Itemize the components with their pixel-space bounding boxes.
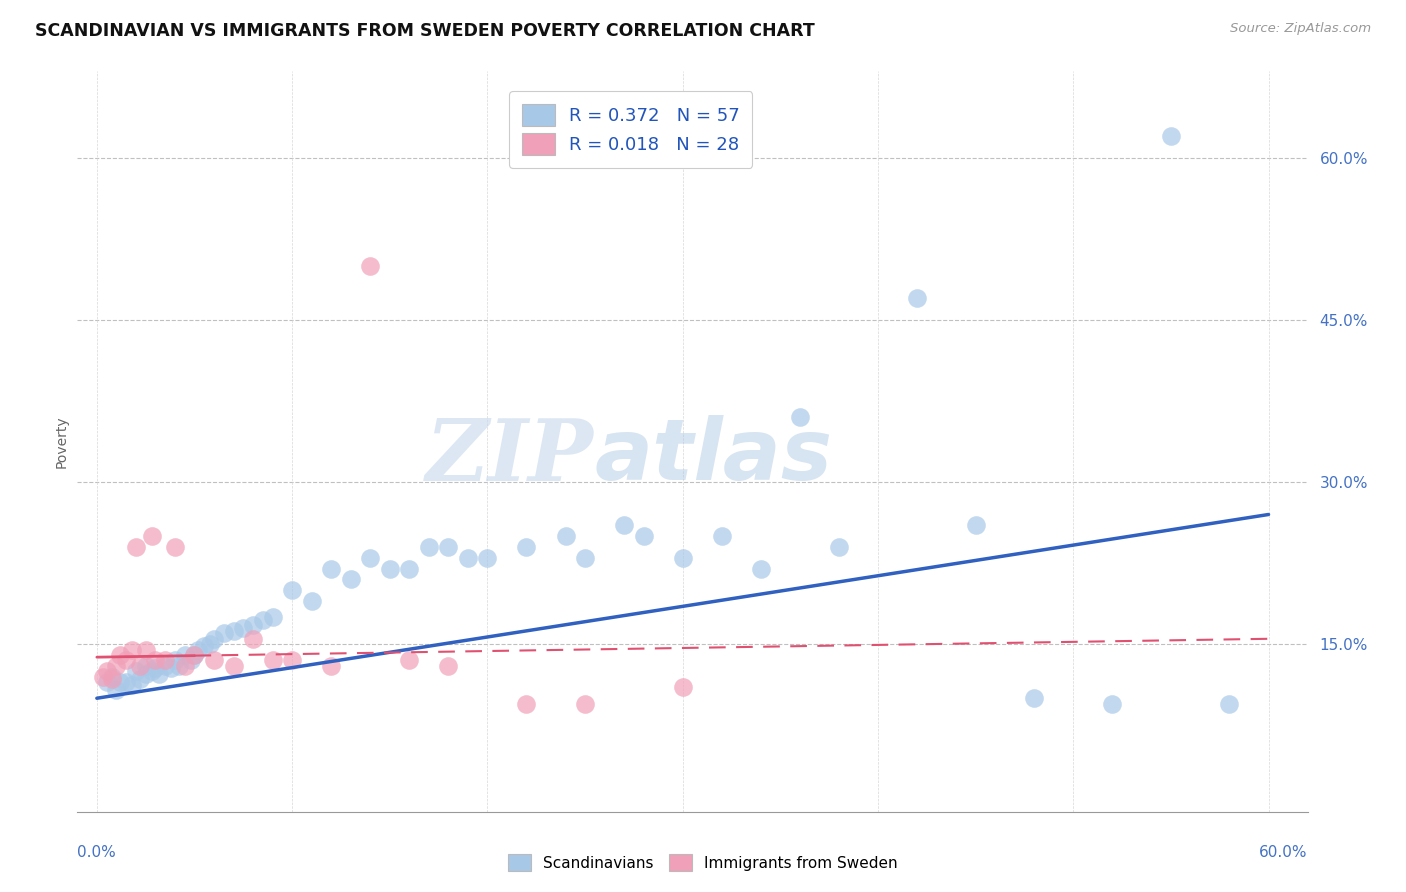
Point: [222, 658, 245, 673]
Point: [222, 624, 245, 639]
Text: Source: ZipAtlas.com: Source: ZipAtlas.com: [1230, 22, 1371, 36]
Point: [515, 697, 537, 711]
Point: [515, 540, 537, 554]
Point: [135, 667, 157, 681]
Point: [125, 664, 148, 678]
Point: [187, 642, 209, 657]
Point: [155, 658, 177, 673]
Point: [672, 681, 695, 695]
Point: [173, 648, 195, 662]
Point: [477, 550, 499, 565]
Point: [398, 561, 420, 575]
Point: [198, 637, 221, 651]
Point: [105, 682, 128, 697]
Point: [193, 640, 215, 654]
Point: [145, 653, 167, 667]
Point: [710, 529, 733, 543]
Point: [183, 648, 205, 662]
Point: [141, 664, 163, 678]
Point: [242, 617, 264, 632]
Point: [437, 540, 460, 554]
Point: [101, 672, 124, 686]
Point: [163, 540, 186, 554]
Point: [202, 653, 225, 667]
Point: [574, 550, 596, 565]
Point: [115, 653, 138, 667]
Point: [789, 410, 811, 425]
Point: [437, 658, 460, 673]
Point: [135, 658, 157, 673]
Point: [262, 653, 284, 667]
Point: [359, 259, 381, 273]
Point: [125, 540, 148, 554]
Point: [398, 653, 420, 667]
Point: [574, 697, 596, 711]
Point: [160, 661, 183, 675]
Point: [749, 561, 772, 575]
Point: [115, 675, 138, 690]
Point: [173, 658, 195, 673]
Point: [321, 561, 343, 575]
Point: [262, 610, 284, 624]
Text: atlas: atlas: [595, 415, 832, 498]
Point: [163, 653, 186, 667]
Point: [554, 529, 576, 543]
Point: [672, 550, 695, 565]
Point: [965, 518, 987, 533]
Point: [418, 540, 440, 554]
Point: [252, 614, 274, 628]
Point: [128, 672, 150, 686]
Point: [101, 670, 124, 684]
Point: [148, 667, 170, 681]
Point: [1218, 697, 1240, 711]
Point: [613, 518, 636, 533]
Point: [242, 632, 264, 646]
Text: SCANDINAVIAN VS IMMIGRANTS FROM SWEDEN POVERTY CORRELATION CHART: SCANDINAVIAN VS IMMIGRANTS FROM SWEDEN P…: [35, 22, 815, 40]
Text: 0.0%: 0.0%: [77, 845, 117, 860]
Point: [339, 572, 361, 586]
Point: [1101, 697, 1123, 711]
Point: [110, 675, 132, 690]
Legend: R = 0.372   N = 57, R = 0.018   N = 28: R = 0.372 N = 57, R = 0.018 N = 28: [509, 92, 752, 168]
Point: [281, 583, 304, 598]
Point: [155, 653, 177, 667]
Point: [110, 648, 132, 662]
Point: [232, 621, 254, 635]
Point: [905, 291, 928, 305]
Point: [91, 670, 114, 684]
Point: [135, 642, 157, 657]
Point: [828, 540, 851, 554]
Point: [96, 675, 118, 690]
Point: [180, 653, 202, 667]
Text: 60.0%: 60.0%: [1260, 845, 1308, 860]
Text: ZIP: ZIP: [426, 415, 595, 498]
Point: [212, 626, 235, 640]
Point: [1024, 691, 1046, 706]
Point: [121, 642, 143, 657]
Y-axis label: Poverty: Poverty: [55, 416, 69, 467]
Point: [359, 550, 381, 565]
Point: [105, 658, 128, 673]
Point: [633, 529, 655, 543]
Point: [167, 658, 190, 673]
Legend: Scandinavians, Immigrants from Sweden: Scandinavians, Immigrants from Sweden: [502, 848, 904, 877]
Point: [128, 658, 150, 673]
Point: [1160, 129, 1182, 144]
Point: [121, 678, 143, 692]
Point: [457, 550, 479, 565]
Point: [96, 664, 118, 678]
Point: [183, 648, 205, 662]
Point: [378, 561, 401, 575]
Point: [321, 658, 343, 673]
Point: [281, 653, 304, 667]
Point: [145, 661, 167, 675]
Point: [141, 529, 163, 543]
Point: [301, 594, 323, 608]
Point: [202, 632, 225, 646]
